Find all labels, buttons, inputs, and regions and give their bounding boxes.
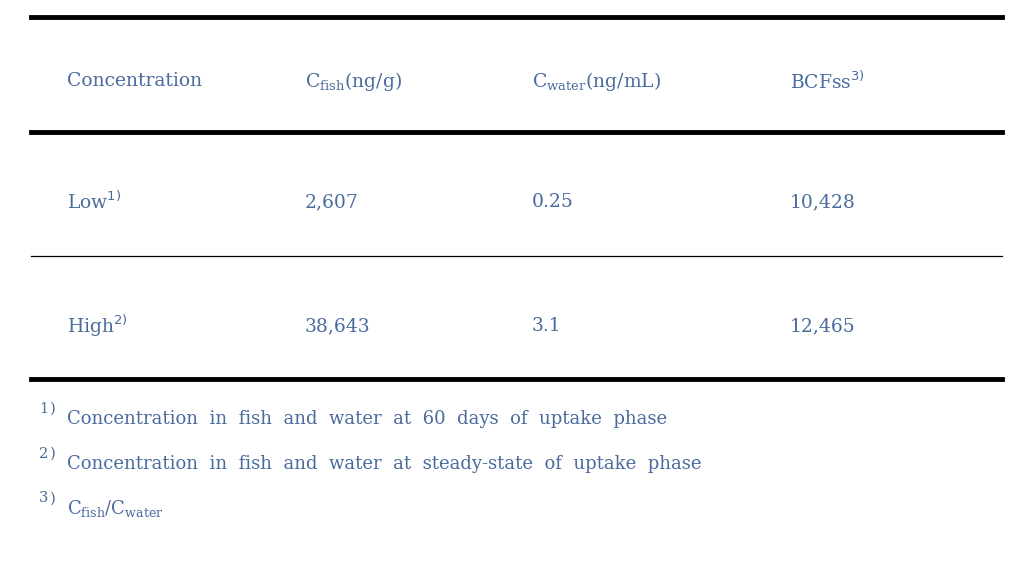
Text: BCFss$^{3)}$: BCFss$^{3)}$ [790, 70, 866, 93]
Text: Concentration  in  fish  and  water  at  steady-state  of  uptake  phase: Concentration in fish and water at stead… [67, 455, 701, 473]
Text: C$_{\mathregular{fish}}$(ng/g): C$_{\mathregular{fish}}$(ng/g) [305, 70, 402, 93]
Text: Concentration: Concentration [67, 72, 202, 90]
Text: C$_{\mathregular{fish}}$/C$_{\mathregular{water}}$: C$_{\mathregular{fish}}$/C$_{\mathregula… [67, 498, 163, 519]
Text: Concentration  in  fish  and  water  at  60  days  of  uptake  phase: Concentration in fish and water at 60 da… [67, 410, 667, 428]
Text: 12,465: 12,465 [790, 317, 856, 335]
Text: High$^{2)}$: High$^{2)}$ [67, 313, 128, 339]
Text: C$_{\mathregular{water}}$(ng/mL): C$_{\mathregular{water}}$(ng/mL) [532, 70, 661, 93]
Text: Low$^{1)}$: Low$^{1)}$ [67, 191, 122, 214]
Text: 38,643: 38,643 [305, 317, 371, 335]
Text: ): ) [50, 447, 56, 460]
Text: 10,428: 10,428 [790, 193, 856, 211]
Text: 1: 1 [39, 402, 49, 415]
Text: ): ) [50, 492, 56, 505]
Text: 0.25: 0.25 [532, 193, 574, 211]
Text: 3: 3 [39, 492, 49, 505]
Text: 2,607: 2,607 [305, 193, 358, 211]
Text: ): ) [50, 402, 56, 415]
Text: 2: 2 [39, 447, 49, 460]
Text: 3.1: 3.1 [532, 317, 562, 335]
